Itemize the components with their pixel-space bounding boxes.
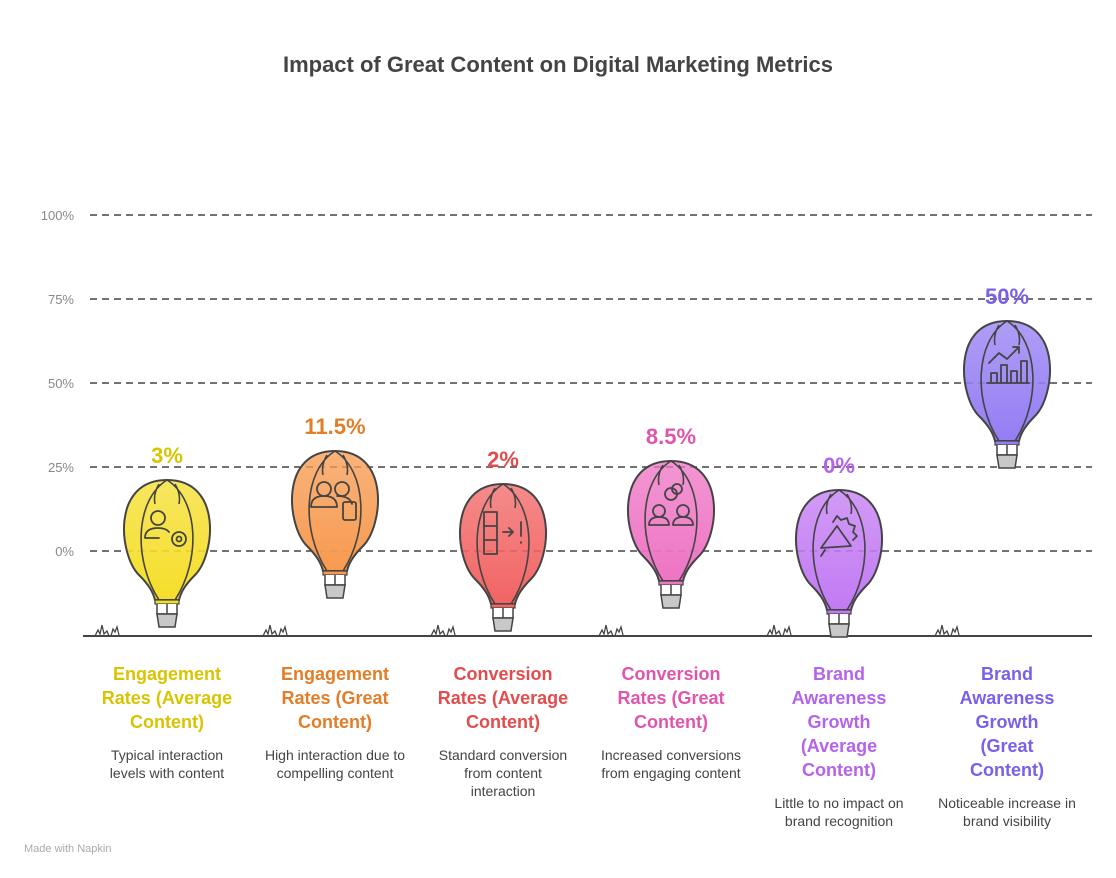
grass-tuft	[430, 624, 456, 637]
grass-tuft	[934, 624, 960, 637]
balloon-basket	[660, 594, 682, 609]
balloon-envelope	[459, 482, 547, 605]
y-tick-label: 0%	[55, 544, 74, 559]
balloon-ribs	[476, 483, 530, 605]
user-gear-icon	[144, 527, 170, 539]
people-exchange-icon	[648, 516, 694, 526]
y-tick-label: 75%	[48, 292, 74, 307]
category: Engagement Rates (Great Content) High int…	[255, 662, 415, 782]
grass-tuft	[94, 624, 120, 637]
balloon	[123, 478, 211, 628]
balloon-envelope	[291, 449, 379, 572]
category-label: Brand Awareness Growth (Average Content)	[791, 664, 887, 780]
balloon-envelope	[795, 488, 883, 611]
balloon	[291, 449, 379, 599]
category-label: Conversion Rates (Average Content)	[437, 664, 569, 732]
conversion-funnel-icon	[483, 511, 498, 555]
balloon-band	[658, 580, 684, 586]
megaphone-icon	[820, 515, 858, 557]
category-label: Engagement Rates (Great Content)	[280, 664, 390, 732]
conversion-funnel-icon	[483, 521, 522, 544]
balloon-ropes	[828, 614, 850, 625]
category-description: Increased conversions from engaging cont…	[600, 747, 742, 781]
balloon	[627, 459, 715, 609]
category: Engagement Rates (Average Content) Typica…	[87, 662, 247, 782]
category-description: High interaction due to compelling conte…	[264, 747, 406, 781]
category-label: Conversion Rates (Great Content)	[617, 664, 725, 732]
value-label: 2%	[487, 447, 519, 472]
users-phone-icon	[342, 501, 357, 521]
category-label: Engagement Rates (Average Content)	[101, 664, 233, 732]
balloon-ropes	[492, 608, 514, 619]
balloon-band	[490, 603, 516, 609]
balloon	[459, 482, 547, 632]
chart-title: Impact of Great Content on Digital Marke…	[282, 52, 834, 77]
balloon-ropes	[660, 585, 682, 596]
value-label: 50%	[985, 284, 1029, 309]
balloon	[963, 319, 1051, 469]
category-description: Standard conversion from content interac…	[438, 747, 568, 799]
balloon-ribs	[980, 320, 1034, 442]
grass-tuft	[766, 624, 792, 637]
balloon-envelope	[123, 478, 211, 601]
grass-tuft	[262, 624, 288, 637]
napkin-watermark: Made with Napkin	[24, 843, 112, 855]
y-tick-label: 25%	[48, 460, 74, 475]
user-gear-icon	[150, 510, 166, 526]
balloon-band	[994, 440, 1020, 446]
grass-tuft	[598, 624, 624, 637]
balloon-ropes	[324, 575, 346, 586]
growth-chart-icon	[986, 346, 1030, 384]
balloon-basket	[324, 584, 346, 599]
category: Conversion Rates (Great Content) Increase…	[591, 662, 751, 782]
value-label: 3%	[151, 443, 183, 468]
balloon-envelope	[627, 459, 715, 582]
balloon-ribs	[812, 489, 866, 611]
category-label: Brand Awareness Growth (Great Content)	[959, 664, 1055, 780]
balloon-band	[322, 570, 348, 576]
category: Brand Awareness Growth (Great Content) No…	[927, 662, 1087, 830]
balloon-ribs	[644, 460, 698, 582]
balloon-band	[826, 609, 852, 615]
balloon-basket	[492, 617, 514, 632]
balloon-basket	[996, 454, 1018, 469]
category-description: Noticeable increase in brand visibility	[938, 795, 1076, 829]
user-gear-icon	[171, 531, 187, 547]
balloon-ribs	[140, 479, 194, 601]
value-label: 0%	[823, 453, 855, 478]
balloon	[795, 488, 883, 638]
user-gear-icon	[175, 535, 183, 543]
value-label: 8.5%	[646, 424, 696, 449]
category: Brand Awareness Growth (Average Content)…	[759, 662, 919, 830]
balloon-ropes	[156, 604, 178, 615]
people-exchange-icon	[671, 483, 683, 495]
balloon-band	[154, 599, 180, 605]
balloon-basket	[156, 613, 178, 628]
balloon-ropes	[996, 445, 1018, 456]
category-description: Typical interaction levels with content	[109, 747, 225, 781]
category: Conversion Rates (Average Content) Standa…	[423, 662, 583, 800]
balloon-basket	[828, 623, 850, 638]
y-tick-label: 50%	[48, 376, 74, 391]
category-description: Little to no impact on brand recognition	[774, 795, 904, 829]
balloon-ribs	[308, 450, 362, 572]
y-tick-label: 100%	[41, 208, 75, 223]
value-label: 11.5%	[304, 414, 365, 439]
